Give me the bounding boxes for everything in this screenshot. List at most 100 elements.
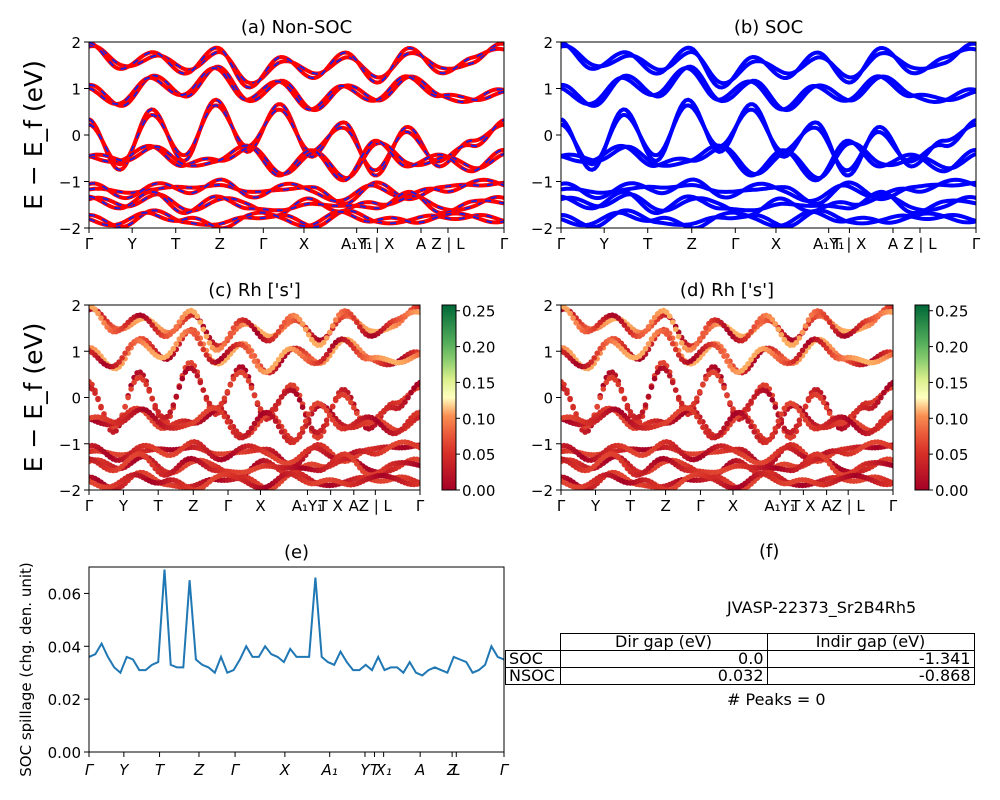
band-point <box>878 418 884 425</box>
colorbar-tick-label: 0.15 <box>935 374 968 392</box>
y-axis-label: E − E_f (eV) <box>19 323 48 473</box>
band-point <box>805 397 812 404</box>
band-point <box>116 359 122 365</box>
band-point <box>775 326 782 333</box>
band-point <box>170 328 177 334</box>
band-line-dashed <box>89 210 504 228</box>
band-point <box>354 461 360 467</box>
band-point <box>663 331 670 337</box>
band-point <box>564 390 570 397</box>
y-tick-label: −1 <box>59 174 81 192</box>
x-tick-label: Z | L <box>359 497 393 515</box>
row-label-nsoc: NSOC <box>505 667 561 685</box>
band-point <box>603 379 610 386</box>
colorbar-tick-label: 0.05 <box>935 446 968 464</box>
projected-bands <box>89 305 420 490</box>
y-tick-label: −2 <box>531 220 553 238</box>
band-point <box>796 417 803 424</box>
y-tick-label: 0.02 <box>48 691 81 709</box>
band-point <box>772 404 779 411</box>
band-line <box>561 209 976 228</box>
band-point <box>691 400 697 407</box>
y-tick-label: 2 <box>71 34 81 52</box>
band-point <box>561 386 567 392</box>
band-point <box>230 376 237 382</box>
band-line-dashed <box>89 42 504 89</box>
x-tick-label: Γ <box>500 761 510 779</box>
x-tick-label: X <box>771 235 781 253</box>
band-point <box>724 326 730 333</box>
band-point <box>823 315 830 321</box>
panel-title: (d) Rh ['s'] <box>680 280 774 301</box>
band-point <box>206 400 213 407</box>
band-point <box>639 350 646 356</box>
band-point <box>669 340 676 347</box>
band-point <box>227 424 234 431</box>
band-point <box>131 379 137 386</box>
band-point <box>772 425 779 432</box>
y-axis-label: SOC spillage (chg. den. unit) <box>17 562 35 777</box>
x-tick-label: Z | L <box>431 235 465 253</box>
band-point <box>648 336 655 342</box>
x-tick-label: Y <box>127 235 138 253</box>
band-point <box>793 355 800 362</box>
band-point <box>92 306 98 313</box>
y-tick-label: 2 <box>71 297 81 315</box>
band-point <box>751 324 757 330</box>
band-point <box>663 309 670 316</box>
band-point <box>122 350 128 357</box>
projected-bands <box>561 305 893 490</box>
band-point <box>618 318 625 325</box>
band-point <box>769 432 776 438</box>
y-tick-label: 2 <box>543 297 553 315</box>
band-point <box>878 394 884 401</box>
x-tick-label: X <box>299 235 309 253</box>
x-tick-label: Γ <box>500 235 509 253</box>
band-point <box>354 410 360 417</box>
header-dir-gap: Dir gap (eV) <box>559 633 768 651</box>
band-point <box>817 395 824 401</box>
band-point <box>227 330 234 337</box>
band-point <box>254 400 261 406</box>
band-point <box>573 320 579 326</box>
band-point <box>715 344 721 351</box>
band-point <box>242 344 249 351</box>
band-point <box>98 403 104 410</box>
band-point <box>272 333 279 339</box>
y-tick-label: 1 <box>543 343 553 361</box>
band-point <box>727 363 733 369</box>
band-point <box>703 325 709 331</box>
band-point <box>781 405 788 412</box>
band-point <box>323 407 330 414</box>
band-point <box>730 406 736 412</box>
band-point <box>417 379 420 386</box>
y-tick-label: 2 <box>543 34 553 52</box>
band-point <box>796 407 803 414</box>
band-point <box>666 373 673 379</box>
band-point <box>769 397 776 403</box>
band-line-dashed <box>89 178 504 202</box>
x-tick-label: T X <box>790 497 815 515</box>
soc-dir-gap: 0.0 <box>559 650 768 668</box>
band-point <box>703 429 709 435</box>
band-point <box>224 419 231 425</box>
band-point <box>257 406 264 412</box>
band-line <box>561 140 976 181</box>
nsoc-dir-gap: 0.032 <box>559 667 768 685</box>
band-point <box>101 411 107 417</box>
band-point <box>793 423 800 430</box>
band-point <box>119 355 125 361</box>
x-tick-label: T X <box>318 497 343 515</box>
y-tick-label: 1 <box>543 81 553 99</box>
band-point <box>802 323 809 329</box>
band-point <box>345 395 351 401</box>
band-point <box>745 418 751 424</box>
y-tick-label: −2 <box>531 482 553 500</box>
band-point <box>405 394 411 401</box>
band-point <box>402 399 408 405</box>
band-point <box>766 391 773 398</box>
band-point <box>191 331 198 337</box>
band-point <box>624 402 631 409</box>
band-line-dashed <box>89 190 504 215</box>
band-point <box>299 404 306 411</box>
